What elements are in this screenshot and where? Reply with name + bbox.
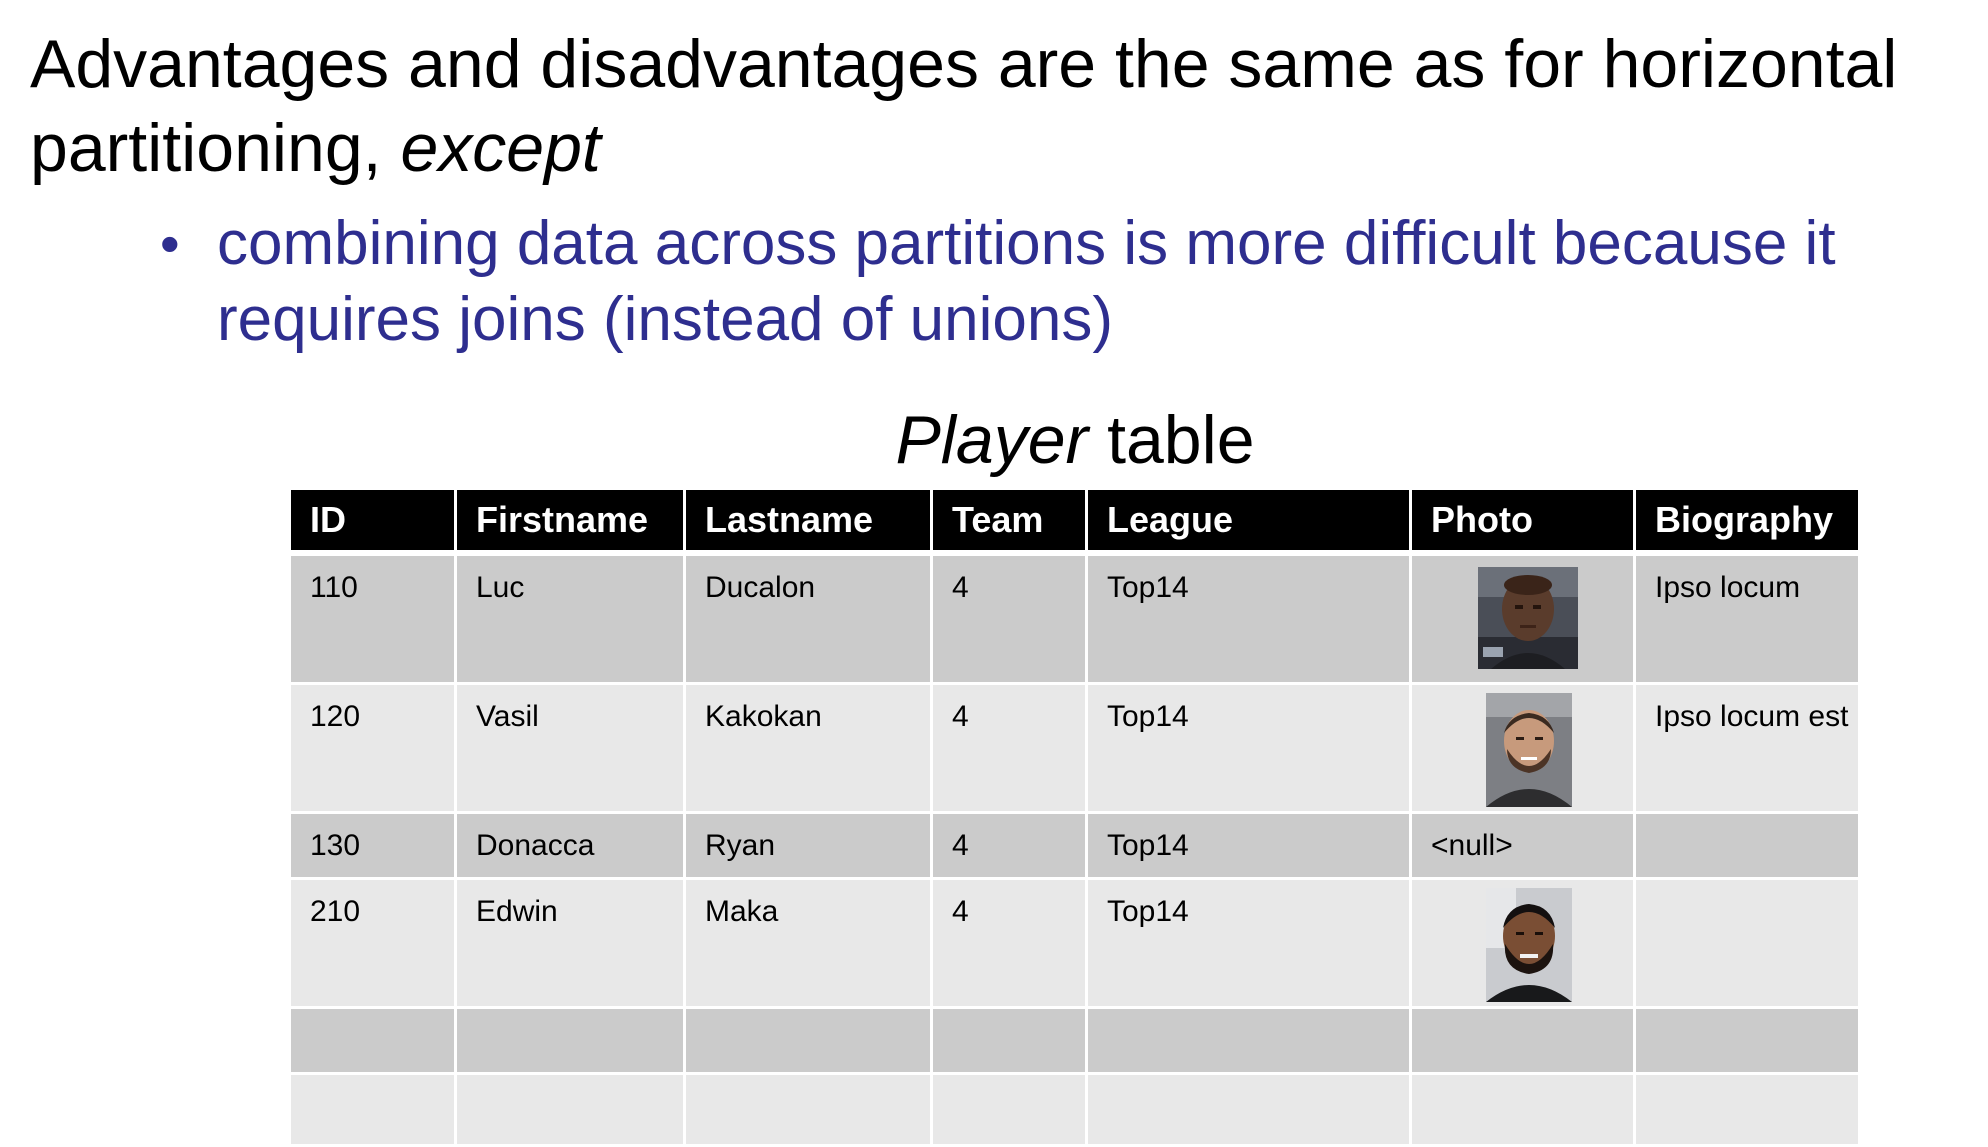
column-header-firstname: Firstname [454, 487, 686, 556]
cell-id: 130 [288, 811, 457, 880]
cell-lastname: Ducalon [683, 551, 933, 685]
cell-firstname [454, 1006, 686, 1075]
column-header-team: Team [930, 487, 1088, 556]
table-row: 120 Vasil Kakokan 4 Top14 Ipso locum es [288, 682, 1861, 814]
player-photo [1486, 888, 1572, 1002]
cell-photo [1409, 1072, 1636, 1147]
cell-league [1085, 1072, 1412, 1147]
player-photo [1478, 567, 1578, 669]
heading-text: Advantages and disadvantages are the sam… [30, 26, 1898, 186]
cell-biography [1633, 811, 1861, 880]
bullet-text: combining data across partitions is more… [217, 209, 1836, 354]
cell-lastname [683, 1006, 933, 1075]
bullet-item: • combining data across partitions is mo… [160, 206, 1940, 358]
cell-biography [1633, 1072, 1861, 1147]
cell-id: 210 [288, 877, 457, 1009]
cell-firstname: Vasil [454, 682, 686, 814]
player-table: ID Firstname Lastname Team League Photo … [288, 487, 1861, 1147]
slide-heading: Advantages and disadvantages are the sam… [30, 22, 1970, 190]
cell-league [1085, 1006, 1412, 1075]
table-row [288, 1072, 1861, 1147]
cell-team [930, 1006, 1088, 1075]
cell-lastname: Maka [683, 877, 933, 1009]
column-header-id: ID [288, 487, 457, 556]
cell-id [288, 1072, 457, 1147]
cell-firstname: Luc [454, 551, 686, 685]
table-row [288, 1006, 1861, 1075]
cell-photo [1409, 1006, 1636, 1075]
heading-emphasis: except [400, 110, 601, 186]
cell-firstname: Edwin [454, 877, 686, 1009]
cell-lastname: Kakokan [683, 682, 933, 814]
cell-team: 4 [930, 877, 1088, 1009]
cell-lastname [683, 1072, 933, 1147]
cell-biography: Ipso locum [1633, 551, 1861, 685]
cell-photo [1409, 551, 1636, 685]
cell-lastname: Ryan [683, 811, 933, 880]
column-header-biography: Biography [1633, 487, 1861, 556]
bullet-marker: • [160, 212, 180, 275]
cell-biography [1633, 877, 1861, 1009]
cell-team: 4 [930, 551, 1088, 685]
cell-photo [1409, 877, 1636, 1009]
cell-id: 120 [288, 682, 457, 814]
cell-team [930, 1072, 1088, 1147]
cell-team: 4 [930, 811, 1088, 880]
table-title-rest: table [1088, 402, 1255, 478]
cell-firstname: Donacca [454, 811, 686, 880]
bullet-list: • combining data across partitions is mo… [160, 206, 1940, 358]
table-row: 110 Luc Ducalon 4 Top14 Ipso [288, 551, 1861, 685]
cell-team: 4 [930, 682, 1088, 814]
cell-photo [1409, 682, 1636, 814]
table-title: Player table [290, 398, 1860, 482]
table-header-row: ID Firstname Lastname Team League Photo … [288, 487, 1861, 556]
column-header-league: League [1085, 487, 1412, 556]
column-header-lastname: Lastname [683, 487, 933, 556]
cell-biography: Ipso locum est [1633, 682, 1861, 814]
table-row: 130 Donacca Ryan 4 Top14 <null> [288, 811, 1861, 880]
cell-firstname [454, 1072, 686, 1147]
cell-photo-null: <null> [1409, 811, 1636, 880]
cell-league: Top14 [1085, 811, 1412, 880]
table-row: 210 Edwin Maka 4 Top14 [288, 877, 1861, 1009]
cell-id: 110 [288, 551, 457, 685]
player-photo [1486, 693, 1572, 807]
cell-league: Top14 [1085, 682, 1412, 814]
cell-league: Top14 [1085, 877, 1412, 1009]
column-header-photo: Photo [1409, 487, 1636, 556]
cell-league: Top14 [1085, 551, 1412, 685]
cell-biography [1633, 1006, 1861, 1075]
table-title-emphasis: Player [895, 402, 1089, 478]
cell-id [288, 1006, 457, 1075]
